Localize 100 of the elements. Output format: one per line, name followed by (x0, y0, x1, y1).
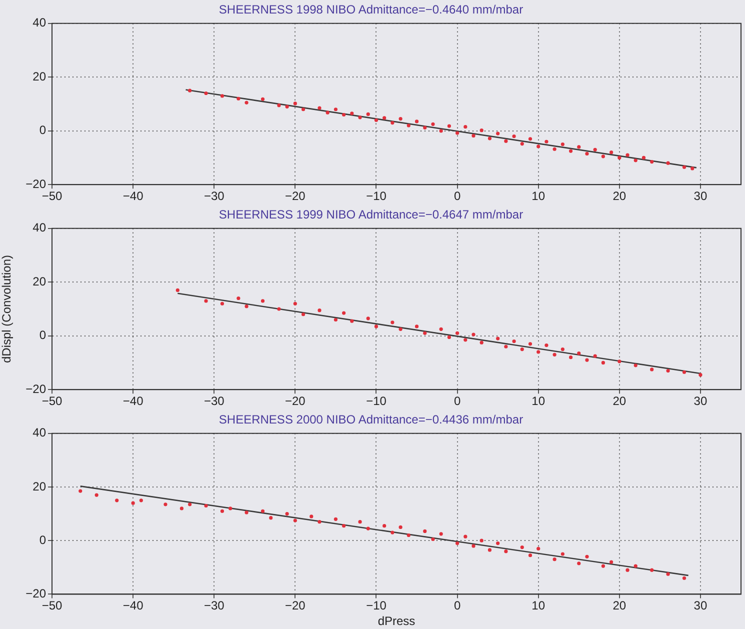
point (390, 530, 394, 534)
point (277, 104, 281, 108)
point (520, 142, 524, 146)
point (439, 327, 443, 331)
point (601, 564, 605, 568)
x-tick-label: 0 (454, 598, 461, 613)
point (334, 318, 338, 322)
x-tick-label: 30 (694, 394, 708, 408)
point (390, 121, 394, 125)
x-tick-label: −20 (284, 598, 306, 613)
point (414, 120, 419, 124)
y-tick-label: 40 (32, 16, 46, 30)
y-tick-label: 0 (39, 532, 46, 547)
y-tick-label: 0 (39, 123, 46, 138)
point (350, 112, 354, 116)
point (414, 324, 419, 328)
x-tick-label: 20 (612, 394, 626, 408)
point (618, 156, 622, 160)
point (544, 140, 548, 144)
point (342, 112, 346, 117)
point (496, 132, 500, 136)
point (293, 302, 297, 306)
x-tick-label: 20 (612, 598, 626, 613)
point (666, 161, 670, 165)
point (585, 358, 589, 362)
y-tick-label: −20 (26, 176, 46, 191)
point (431, 537, 435, 542)
x-tick-label: 30 (694, 189, 708, 204)
y-tick-label: 20 (32, 69, 46, 84)
point (480, 538, 484, 542)
point (496, 336, 500, 340)
x-tick-label: 20 (612, 189, 626, 204)
point (342, 311, 346, 315)
point (472, 332, 476, 336)
point (390, 320, 394, 324)
point (585, 554, 589, 558)
point (220, 94, 224, 98)
point (164, 502, 168, 506)
x-tick-label: −30 (204, 189, 225, 204)
point (552, 147, 556, 151)
point (431, 122, 435, 126)
y-tick-label: 20 (32, 479, 46, 494)
point (285, 104, 289, 108)
point (650, 160, 654, 164)
point (488, 136, 492, 140)
point (78, 489, 82, 493)
point (455, 131, 460, 135)
point (260, 299, 265, 303)
point (455, 541, 460, 546)
point (472, 134, 476, 138)
x-tick-label: 10 (532, 394, 546, 408)
point (439, 532, 443, 536)
point (260, 97, 265, 101)
point (342, 524, 346, 528)
y-axis-title: dDispl (Convolution) (0, 254, 14, 364)
x-tick-label: −40 (122, 189, 144, 204)
point (568, 356, 573, 360)
point (398, 525, 402, 529)
point (244, 304, 248, 308)
x-tick-label: 10 (532, 189, 546, 204)
x-tick-label: −30 (204, 598, 225, 613)
point (204, 299, 208, 303)
x-tick-label: 0 (454, 189, 461, 204)
point (269, 516, 273, 520)
point (642, 156, 646, 160)
point (528, 342, 532, 346)
point (528, 137, 532, 141)
point (520, 546, 524, 550)
point (188, 502, 192, 506)
x-tick-label: −10 (366, 189, 387, 204)
point (593, 354, 597, 358)
point (358, 116, 362, 120)
point (350, 319, 354, 323)
point (601, 154, 605, 158)
y-tick-label: 20 (32, 274, 46, 288)
point (464, 338, 468, 342)
point (326, 110, 330, 114)
point (204, 91, 208, 96)
x-tick-label: −40 (122, 394, 144, 408)
point (244, 100, 248, 104)
point (423, 126, 427, 130)
point (358, 520, 362, 524)
point (293, 102, 297, 106)
point (236, 96, 240, 100)
point (464, 125, 468, 129)
chart-title: SHEERNESS 1999 NIBO Admittance=−0.4647 mm/mbar (218, 208, 524, 222)
y-tick-label: 40 (32, 220, 46, 235)
point (577, 562, 581, 566)
point (318, 308, 322, 312)
point (382, 116, 386, 120)
point (366, 316, 370, 320)
point (577, 352, 581, 356)
y-tick-label: 0 (39, 328, 46, 342)
point (406, 124, 410, 128)
point (447, 335, 451, 340)
point (334, 517, 338, 521)
point (455, 331, 460, 335)
point (544, 343, 548, 348)
point (220, 302, 224, 306)
point (568, 149, 573, 153)
